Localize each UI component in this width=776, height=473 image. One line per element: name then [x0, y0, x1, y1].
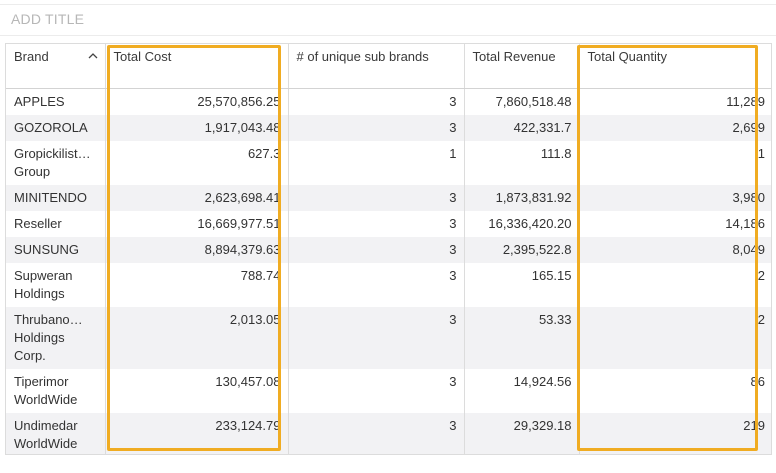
table-row[interactable]: Tiperimor WorldWide 130,457.08 3 14,924.… [6, 368, 771, 413]
brand-cell: Supweran Holdings [6, 262, 106, 307]
brand-line: Undimedar [14, 417, 78, 433]
brand-line: Holdings [14, 285, 65, 301]
sub-brands-cell: 3 [288, 262, 465, 307]
add-title-field[interactable]: ADD TITLE [11, 11, 85, 27]
table-row[interactable]: GOZOROLA 1,917,043.48 3 422,331.7 2,699 [6, 114, 771, 141]
total-revenue-cell: 14,924.56 [464, 368, 580, 413]
column-header-label: Total Cost [113, 49, 172, 64]
sub-brands-cell: 3 [288, 368, 465, 413]
brand-cell: Tiperimor WorldWide [6, 368, 106, 413]
table-row[interactable]: SUNSUNG 8,894,379.63 3 2,395,522.8 8,049 [6, 236, 771, 263]
column-header-label: Brand [14, 49, 49, 64]
table-row[interactable]: Gropickilist… Group 627.3 1 111.8 1 [6, 140, 771, 185]
brand-cell: Thrubano… Holdings Corp. [6, 306, 106, 369]
brand-cell: Gropickilist… Group [6, 140, 106, 185]
total-cost-cell: 16,669,977.51 [105, 210, 289, 237]
sub-brands-cell: 3 [288, 306, 465, 369]
sub-brands-cell: 3 [288, 236, 465, 263]
column-header-label: Total Revenue [472, 49, 556, 64]
total-cost-cell: 627.3 [105, 140, 289, 185]
data-grid: Brand Total Cost # of unique sub brands … [5, 43, 772, 455]
chevron-up-icon[interactable] [87, 50, 99, 62]
header-row: Brand Total Cost # of unique sub brands … [6, 44, 771, 89]
total-revenue-cell: 53.33 [464, 306, 580, 369]
total-revenue-cell: 1,873,831.92 [464, 184, 580, 211]
total-revenue-cell: 2,395,522.8 [464, 236, 580, 263]
total-cost-cell: 2,623,698.41 [105, 184, 289, 211]
total-quantity-cell: 2 [757, 267, 765, 283]
total-revenue-cell: 7,860,518.48 [464, 88, 580, 115]
total-quantity-cell: 14,186 [725, 215, 765, 231]
sub-brands-cell: 3 [288, 184, 465, 211]
total-cost-cell: 788.74 [105, 262, 289, 307]
total-revenue-cell: 16,336,420.20 [464, 210, 580, 237]
total-quantity-cell: 86 [750, 373, 765, 389]
total-quantity-cell: 11,289 [726, 93, 765, 109]
total-quantity-cell: 2,699 [579, 114, 771, 141]
table-row[interactable]: MINITENDO 2,623,698.41 3 1,873,831.92 3,… [6, 184, 771, 211]
total-revenue-cell: 165.15 [464, 262, 580, 307]
sub-brands-cell: 3 [288, 412, 465, 454]
table-row[interactable]: Thrubano… Holdings Corp. 2,013.05 3 53.3… [6, 306, 771, 369]
table-row[interactable]: Reseller 16,669,977.51 3 16,336,420.20 1… [6, 210, 771, 237]
total-cost-cell: 130,457.08 [105, 368, 289, 413]
title-bar: ADD TITLE [0, 4, 776, 36]
brand-line: Gropickilist… [14, 145, 91, 161]
brand-line: Group [14, 163, 51, 179]
column-header-total-revenue[interactable]: Total Revenue [464, 44, 580, 89]
brand-line: Corp. [14, 347, 46, 363]
sub-brands-cell: 1 [288, 140, 465, 185]
table-row[interactable]: Undimedar WorldWide 233,124.79 3 29,329.… [6, 412, 771, 454]
pivot-table: Brand Total Cost # of unique sub brands … [6, 44, 771, 454]
table-row[interactable]: APPLES 25,570,856.25 3 7,860,518.48 11,2… [6, 88, 771, 115]
total-quantity-cell: 8,049 [579, 236, 771, 263]
column-header-label: # of unique sub brands [296, 49, 429, 64]
brand-cell: Undimedar WorldWide [6, 412, 106, 454]
total-quantity-cell: 2 [579, 306, 771, 369]
column-header-brand[interactable]: Brand [6, 44, 106, 89]
total-cost-cell: 8,894,379.63 [105, 236, 289, 263]
sub-brands-cell: 3 [288, 114, 465, 141]
brand-cell: Reseller [6, 210, 106, 237]
brand-line: Supweran [14, 267, 73, 283]
brand-line: WorldWide [14, 391, 78, 407]
brand-cell: SUNSUNG [6, 236, 106, 263]
total-revenue-cell: 111.8 [464, 140, 580, 185]
brand-cell: MINITENDO [6, 184, 106, 211]
total-quantity-cell: 3,980 [579, 184, 771, 211]
total-cost-cell: 25,570,856.25 [105, 88, 289, 115]
sub-brands-cell: 3 [288, 210, 465, 237]
total-revenue-cell: 29,329.18 [464, 412, 580, 454]
column-header-total-quantity[interactable]: Total Quantity [579, 44, 771, 89]
brand-cell: APPLES [6, 88, 106, 115]
brand-line: Holdings [14, 329, 65, 345]
column-header-label: Total Quantity [587, 49, 668, 64]
column-header-total-cost[interactable]: Total Cost [105, 44, 289, 89]
table-row[interactable]: Supweran Holdings 788.74 3 165.15 2 [6, 262, 771, 307]
brand-cell: GOZOROLA [6, 114, 106, 141]
brand-line: Tiperimor [14, 373, 69, 389]
total-quantity-cell: 219 [579, 412, 771, 454]
column-header-unique-sub-brands[interactable]: # of unique sub brands [288, 44, 465, 89]
total-cost-cell: 1,917,043.48 [105, 114, 289, 141]
brand-line: Thrubano… [14, 311, 83, 327]
brand-line: WorldWide [14, 435, 78, 451]
sub-brands-cell: 3 [288, 88, 465, 115]
total-quantity-cell: 1 [757, 145, 765, 161]
total-revenue-cell: 422,331.7 [464, 114, 580, 141]
total-cost-cell: 2,013.05 [105, 306, 289, 369]
total-cost-cell: 233,124.79 [105, 412, 289, 454]
